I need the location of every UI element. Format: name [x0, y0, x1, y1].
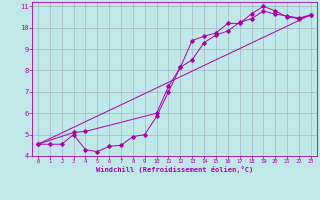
X-axis label: Windchill (Refroidissement éolien,°C): Windchill (Refroidissement éolien,°C) [96, 166, 253, 173]
